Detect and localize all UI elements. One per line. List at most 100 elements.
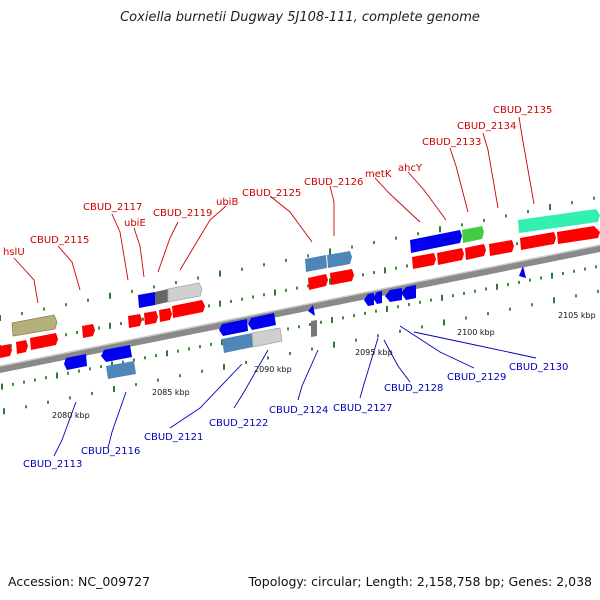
tick-mark: [179, 374, 181, 378]
tick-mark: [487, 312, 489, 316]
tick-mark: [25, 405, 27, 409]
tick-mark: [441, 294, 443, 301]
gene-cbud-2116[interactable]: [101, 345, 132, 362]
gene-red-14[interactable]: [489, 240, 514, 256]
label-cbud-2127[interactable]: CBUD_2127: [333, 403, 392, 414]
label-cbud-2124[interactable]: CBUD_2124: [269, 405, 328, 416]
label-cbud-2121[interactable]: CBUD_2121: [144, 432, 203, 443]
tick-mark: [595, 265, 597, 269]
gene-cbud-2122b[interactable]: [251, 327, 283, 348]
gene-red-11[interactable]: [412, 253, 436, 269]
gene-ubiE[interactable]: [167, 282, 203, 303]
label-cbud-2134[interactable]: CBUD_2134: [457, 121, 516, 132]
gene-cbud-2130[interactable]: [401, 285, 416, 300]
tick-mark: [111, 361, 113, 368]
gene-red-15[interactable]: [520, 232, 556, 250]
gene-marker-right[interactable]: [519, 266, 526, 278]
tick-mark: [461, 223, 463, 227]
gene-cbud-2121b[interactable]: [248, 313, 276, 330]
gene-red-13[interactable]: [465, 244, 486, 260]
gene-red-8[interactable]: [172, 300, 205, 318]
gene-cbud-2129[interactable]: [385, 288, 402, 302]
gene-red-7[interactable]: [159, 308, 172, 322]
gene-ahcY[interactable]: [435, 230, 462, 248]
gene-cbud-2133[interactable]: [462, 226, 484, 243]
gene-cbud-2121[interactable]: [219, 319, 248, 336]
tick-mark: [331, 317, 333, 324]
gene-hslU[interactable]: [11, 314, 58, 337]
gene-metK[interactable]: [410, 235, 435, 253]
gene-red-16[interactable]: [557, 226, 600, 244]
label-cbud-2119[interactable]: CBUD_2119: [153, 208, 212, 219]
tick-mark: [463, 291, 465, 295]
gene-cbud-2124-marker[interactable]: [308, 305, 315, 316]
label-cbud-2129[interactable]: CBUD_2129: [447, 372, 506, 383]
label-cbud-2130[interactable]: CBUD_2130: [509, 362, 568, 373]
label-cbud-2135[interactable]: CBUD_2135: [493, 105, 552, 116]
scale-label-2095: 2095 kbp: [355, 348, 393, 357]
tick-mark: [516, 242, 518, 246]
gene-cbud-2118[interactable]: [155, 289, 168, 305]
tick-mark: [177, 349, 179, 353]
tick-mark: [109, 292, 111, 299]
label-cbud-2122[interactable]: CBUD_2122: [209, 418, 268, 429]
tick-mark: [219, 270, 221, 277]
tick-mark: [245, 360, 247, 364]
tick-mark: [465, 316, 467, 320]
gene-red-1[interactable]: [0, 344, 12, 358]
label-cbud-2116[interactable]: CBUD_2116: [81, 446, 140, 457]
tick-mark: [91, 391, 93, 395]
gene-cbud-2128[interactable]: [373, 291, 382, 304]
label-cbud-2125[interactable]: CBUD_2125: [242, 188, 301, 199]
tick-mark: [320, 320, 322, 324]
tick-mark: [98, 326, 100, 330]
gene-cbud-2122[interactable]: [222, 333, 253, 353]
tick-mark: [430, 298, 432, 302]
tick-mark: [219, 300, 221, 307]
gene-cbud-2117[interactable]: [138, 292, 155, 308]
gene-red-4[interactable]: [82, 324, 95, 338]
gene-cbud-2126[interactable]: [327, 251, 352, 268]
gene-cbud-2124[interactable]: [311, 320, 317, 337]
forward-label-leaders: [13, 116, 535, 304]
gene-cbud-2113[interactable]: [64, 354, 87, 370]
label-cbud-2117[interactable]: CBUD_2117: [83, 202, 142, 213]
gene-red-5[interactable]: [128, 314, 142, 328]
gene-red-2[interactable]: [16, 340, 28, 354]
gene-red-6[interactable]: [144, 311, 158, 325]
tick-mark: [274, 289, 276, 296]
gene-cbud-2135[interactable]: [518, 209, 600, 233]
label-cbud-2128[interactable]: CBUD_2128: [384, 383, 443, 394]
gene-red-3[interactable]: [30, 333, 58, 350]
tick-mark: [373, 271, 375, 275]
label-ahcY[interactable]: ahcY: [398, 163, 423, 174]
tick-mark: [10, 344, 12, 348]
gene-red-12[interactable]: [437, 248, 464, 265]
label-hslU[interactable]: hslU: [3, 247, 25, 258]
tick-mark: [144, 356, 146, 360]
label-cbud-2115[interactable]: CBUD_2115: [30, 235, 89, 246]
tick-mark: [298, 325, 300, 329]
tick-mark: [47, 400, 49, 404]
gene-red-10[interactable]: [330, 269, 354, 285]
tick-mark: [197, 276, 199, 280]
gene-cbud-2116b[interactable]: [106, 361, 136, 379]
tick-mark: [377, 334, 379, 338]
gene-red-9[interactable]: [308, 274, 328, 290]
gene-cbud-2127[interactable]: [364, 293, 374, 306]
label-ubiB[interactable]: ubiB: [216, 197, 238, 208]
tick-mark: [373, 241, 375, 245]
tick-mark: [1, 383, 3, 390]
tick-mark: [485, 287, 487, 291]
tick-mark: [597, 289, 599, 293]
tick-mark: [230, 299, 232, 303]
label-ubiE[interactable]: ubiE: [124, 218, 146, 229]
label-metK[interactable]: metK: [365, 169, 392, 180]
tick-mark: [157, 378, 159, 382]
label-cbud-2133[interactable]: CBUD_2133: [422, 137, 481, 148]
gene-cbud-2125[interactable]: [305, 255, 327, 272]
label-cbud-2113[interactable]: CBUD_2113: [23, 459, 82, 470]
tick-mark: [419, 300, 421, 304]
tick-mark: [540, 276, 542, 280]
label-cbud-2126[interactable]: CBUD_2126: [304, 177, 363, 188]
